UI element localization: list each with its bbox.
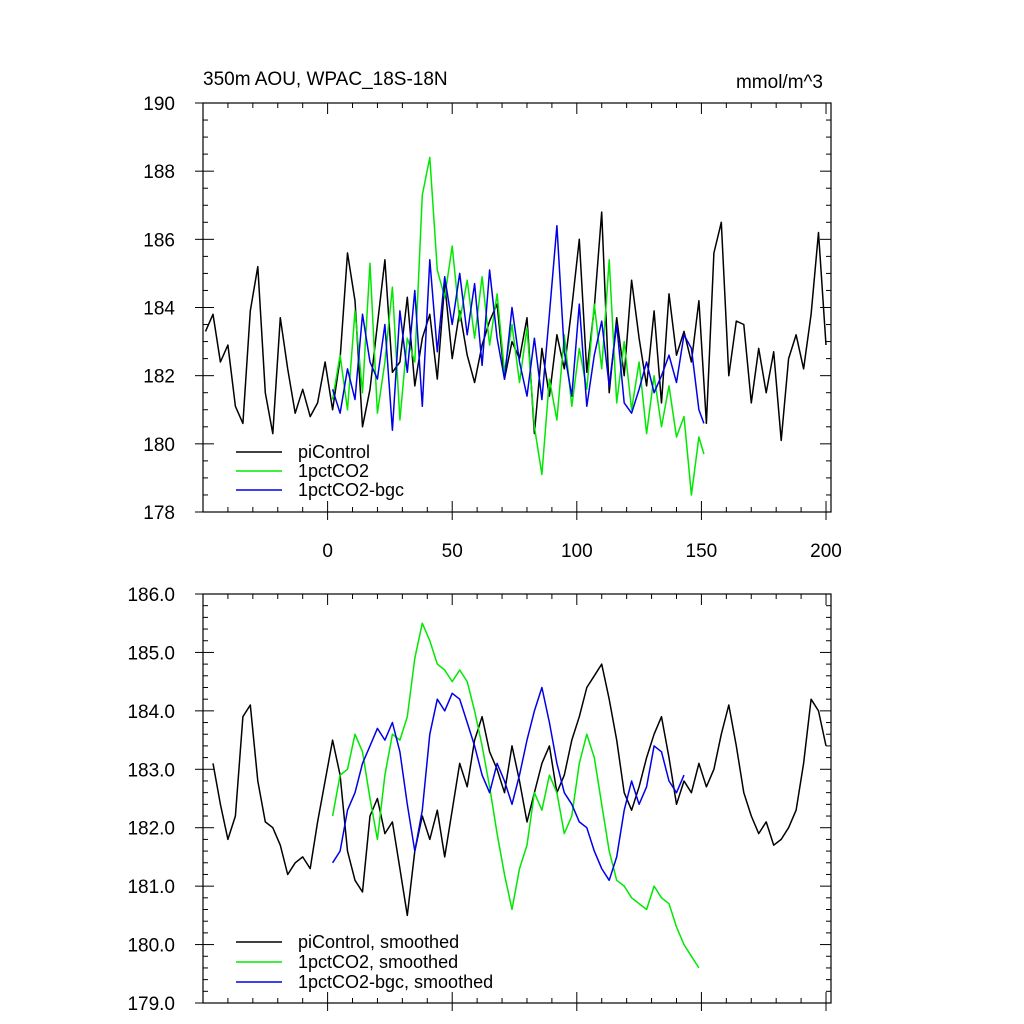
series-group bbox=[212, 622, 827, 969]
x-axis bbox=[202, 594, 827, 1011]
y-tick-label: 188 bbox=[143, 162, 175, 183]
x-tick-label: 50 bbox=[442, 541, 463, 562]
x-tick-label: 0 bbox=[322, 541, 333, 562]
x-tick-label: 100 bbox=[561, 541, 593, 562]
x-tick-label: 200 bbox=[810, 541, 842, 562]
legend-label: piControl bbox=[298, 442, 370, 462]
legend-label: 1pctCO2-bgc bbox=[298, 480, 404, 500]
x-tick-label: 150 bbox=[686, 541, 718, 562]
series-line-picontrol bbox=[204, 211, 827, 442]
y-tick-label: 180.0 bbox=[127, 936, 175, 957]
y-tick-label: 178 bbox=[143, 503, 175, 524]
panel-bottom: 179.0 180.0 181.0 182.0 183.0 184.0 185.0 186.0… bbox=[127, 585, 832, 1015]
y-tick-label: 179.0 bbox=[127, 994, 175, 1015]
legend-label: piControl, smoothed bbox=[298, 932, 459, 952]
y-tick-label: 182.0 bbox=[127, 819, 175, 840]
legend-label: 1pctCO2-bgc, smoothed bbox=[298, 972, 493, 992]
y-axis: 178 180 182 184 186 188 190 bbox=[143, 94, 831, 524]
y-axis: 179.0 180.0 181.0 182.0 183.0 184.0 185.0 186.0 bbox=[127, 585, 831, 1015]
y-tick-label: 186 bbox=[143, 230, 175, 251]
x-axis: 0 50 100 150 200 bbox=[202, 103, 842, 562]
series-line-1pctco2-smoothed bbox=[331, 622, 700, 969]
series-line-picontrol-smoothed bbox=[212, 663, 827, 917]
series-line-1pctco2 bbox=[331, 156, 705, 496]
legend-label: 1pctCO2 bbox=[298, 461, 369, 481]
plot-frame bbox=[202, 593, 832, 1004]
y-tick-label: 184.0 bbox=[127, 702, 175, 723]
y-tick-label: 185.0 bbox=[127, 643, 175, 664]
series-line-1pctco2-bgc-smoothed bbox=[331, 686, 685, 882]
y-tick-label: 184 bbox=[143, 299, 175, 320]
series-line-1pctco2-bgc bbox=[331, 224, 705, 431]
y-tick-label: 180 bbox=[143, 435, 175, 456]
y-tick-label: 190 bbox=[143, 94, 175, 115]
legend-label: 1pctCO2, smoothed bbox=[298, 952, 458, 972]
y-tick-label: 181.0 bbox=[127, 877, 175, 898]
y-tick-label: 182 bbox=[143, 367, 175, 388]
units-label: mmol/m^3 bbox=[736, 72, 823, 93]
panel-top: 0 50 100 150 200 178 180 182 184 186 188 190 350m AO… bbox=[143, 69, 842, 562]
chart-title: 350m AOU, WPAC_18S-18N bbox=[203, 69, 448, 90]
y-tick-label: 186.0 bbox=[127, 585, 175, 606]
series-group bbox=[204, 156, 827, 496]
y-tick-label: 183.0 bbox=[127, 760, 175, 781]
